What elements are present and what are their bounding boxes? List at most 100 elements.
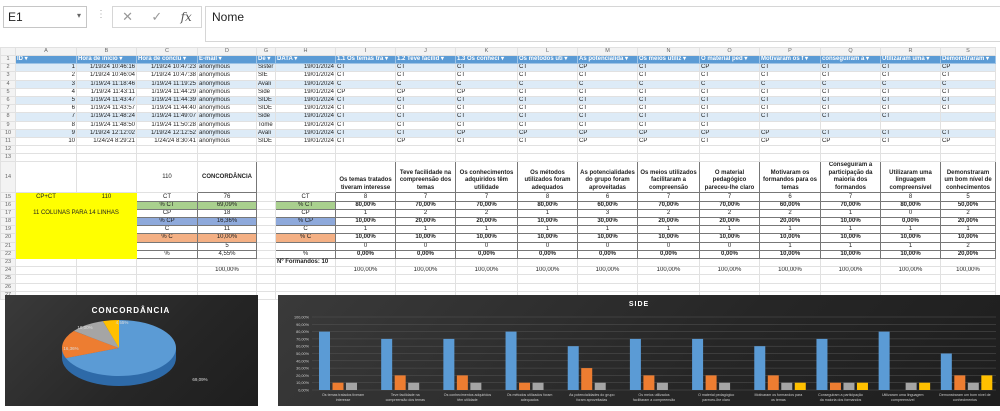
table-cell-J[interactable]: CT [395, 95, 456, 106]
table-cell-I[interactable]: CT [335, 136, 396, 147]
concordancia-header[interactable]: CONCORDÂNCIA [197, 161, 257, 194]
table-cell-S[interactable] [940, 112, 996, 122]
cell[interactable] [275, 153, 336, 163]
table-cell-L[interactable]: C [517, 79, 578, 89]
column-header-A[interactable]: A [15, 47, 77, 56]
table-cell-Q[interactable]: CP [820, 136, 881, 147]
cell[interactable] [577, 257, 638, 268]
table-cell-J[interactable]: CT [395, 120, 456, 130]
cell[interactable] [759, 153, 821, 163]
table-header-G[interactable]: De ▾ [256, 54, 276, 65]
column-header-L[interactable]: L [517, 47, 578, 56]
question-value-9[interactable]: 10,00% [820, 216, 881, 227]
question-header-1[interactable]: Os temas tratados tiveram interesse [335, 161, 396, 194]
table-cell-A[interactable]: 3 [15, 79, 77, 89]
question-header-3[interactable]: Os conhecimentos adquiridos têm utilidad… [455, 161, 518, 194]
table-cell-A[interactable]: 2 [15, 71, 77, 81]
table-header-L[interactable]: Os métodos uti ▾ [517, 54, 578, 65]
cell[interactable] [395, 257, 456, 268]
row-header-24[interactable]: 24 [0, 266, 16, 276]
question-value-11[interactable]: 2 [940, 241, 996, 251]
cell[interactable] [759, 145, 821, 155]
table-cell-K[interactable]: CT [455, 120, 518, 130]
question-value-5[interactable]: 3 [577, 208, 638, 219]
cell[interactable] [256, 249, 276, 259]
cell[interactable] [76, 145, 137, 155]
row-header-21[interactable]: 21 [0, 241, 16, 251]
question-value-8[interactable]: 6 [759, 192, 821, 202]
cell[interactable] [699, 145, 760, 155]
cell[interactable] [76, 274, 137, 284]
table-cell-N[interactable]: CT [637, 87, 700, 97]
table-cell-K[interactable]: CT [455, 136, 518, 147]
insert-function-button[interactable]: fx [180, 10, 192, 24]
table-cell-L[interactable]: CT [517, 112, 578, 122]
table-header-B[interactable]: Hora de início ▾ [76, 54, 137, 65]
cell[interactable] [197, 274, 257, 284]
table-cell-Q[interactable]: CT [820, 63, 881, 73]
table-cell-H[interactable]: 19/01/2024 [275, 63, 336, 73]
table-cell-I[interactable]: CT [335, 120, 396, 130]
row-header-25[interactable]: 25 [0, 274, 16, 284]
question-value-3[interactable]: 0,00% [455, 249, 518, 259]
cell[interactable] [275, 161, 336, 194]
cell[interactable] [455, 153, 518, 163]
table-cell-D[interactable]: anonymous [197, 87, 257, 97]
column-header-S[interactable]: S [940, 47, 996, 56]
question-label-2[interactable]: % CT [275, 200, 336, 210]
cell[interactable] [395, 274, 456, 284]
table-cell-B[interactable]: 1/19/24 11:43:57 [76, 104, 137, 114]
cell[interactable] [637, 145, 700, 155]
select-all-corner[interactable] [0, 47, 16, 56]
table-cell-R[interactable]: CT [880, 95, 941, 106]
question-label-5[interactable]: C [275, 225, 336, 235]
table-cell-I[interactable]: CT [335, 128, 396, 138]
question-header-2[interactable]: Teve facilidade na compreensão dos temas [395, 161, 456, 194]
cell[interactable] [940, 145, 996, 155]
question-value-4[interactable]: 0,00% [517, 249, 578, 259]
cell[interactable] [699, 153, 760, 163]
table-cell-I[interactable]: CT [335, 104, 396, 114]
table-cell-A[interactable]: 8 [15, 120, 77, 130]
cell[interactable] [76, 216, 137, 227]
overall-label-5[interactable]: C [136, 225, 198, 235]
table-cell-H[interactable]: 19/01/2024 [275, 128, 336, 138]
table-cell-G[interactable]: Avali [256, 128, 276, 138]
question-value-8[interactable]: 1 [759, 225, 821, 235]
table-cell-R[interactable]: C [880, 79, 941, 89]
table-header-D[interactable]: E-mail ▾ [197, 54, 257, 65]
question-value-6[interactable]: 0,00% [637, 249, 700, 259]
column-header-D[interactable]: D [197, 47, 257, 56]
question-value-6[interactable]: 70,00% [637, 200, 700, 210]
question-value-4[interactable]: 10,00% [517, 216, 578, 227]
cell[interactable] [15, 266, 77, 276]
question-value-10[interactable]: 1 [880, 225, 941, 235]
row-header-9[interactable]: 9 [0, 120, 16, 130]
cell[interactable] [136, 257, 198, 268]
column-header-G[interactable]: G [256, 47, 276, 56]
cell[interactable] [335, 274, 396, 284]
table-cell-G[interactable]: Avali [256, 79, 276, 89]
table-cell-A[interactable]: 9 [15, 128, 77, 138]
question-value-1[interactable]: 0 [335, 241, 396, 251]
table-cell-L[interactable]: CP [517, 128, 578, 138]
table-header-A[interactable]: ID ▾ [15, 54, 77, 65]
question-header-5[interactable]: As potencialidades do grupo foram aprove… [577, 161, 638, 194]
question-value-2[interactable]: 70,00% [395, 200, 456, 210]
table-cell-N[interactable]: CT [637, 120, 700, 130]
question-value-10[interactable]: 0,00% [880, 216, 941, 227]
cell[interactable] [256, 266, 276, 276]
cell[interactable] [517, 274, 578, 284]
table-cell-O[interactable]: CT [699, 95, 760, 106]
question-total-11[interactable]: 100,00% [940, 266, 996, 276]
table-cell-R[interactable]: CT [880, 128, 941, 138]
cell-A14[interactable] [15, 161, 77, 194]
column-header-I[interactable]: I [335, 47, 396, 56]
table-cell-Q[interactable] [820, 120, 881, 130]
table-cell-L[interactable]: CT [517, 87, 578, 97]
question-value-5[interactable]: 60,00% [577, 200, 638, 210]
pie-chart-concordancia[interactable]: CONCORDÂNCIA 69,09% 16,36% 10,00% 4,55% [5, 295, 258, 406]
question-value-2[interactable]: 1 [395, 225, 456, 235]
table-cell-B[interactable]: 1/19/24 11:43:47 [76, 95, 137, 106]
table-cell-M[interactable]: CT [577, 87, 638, 97]
